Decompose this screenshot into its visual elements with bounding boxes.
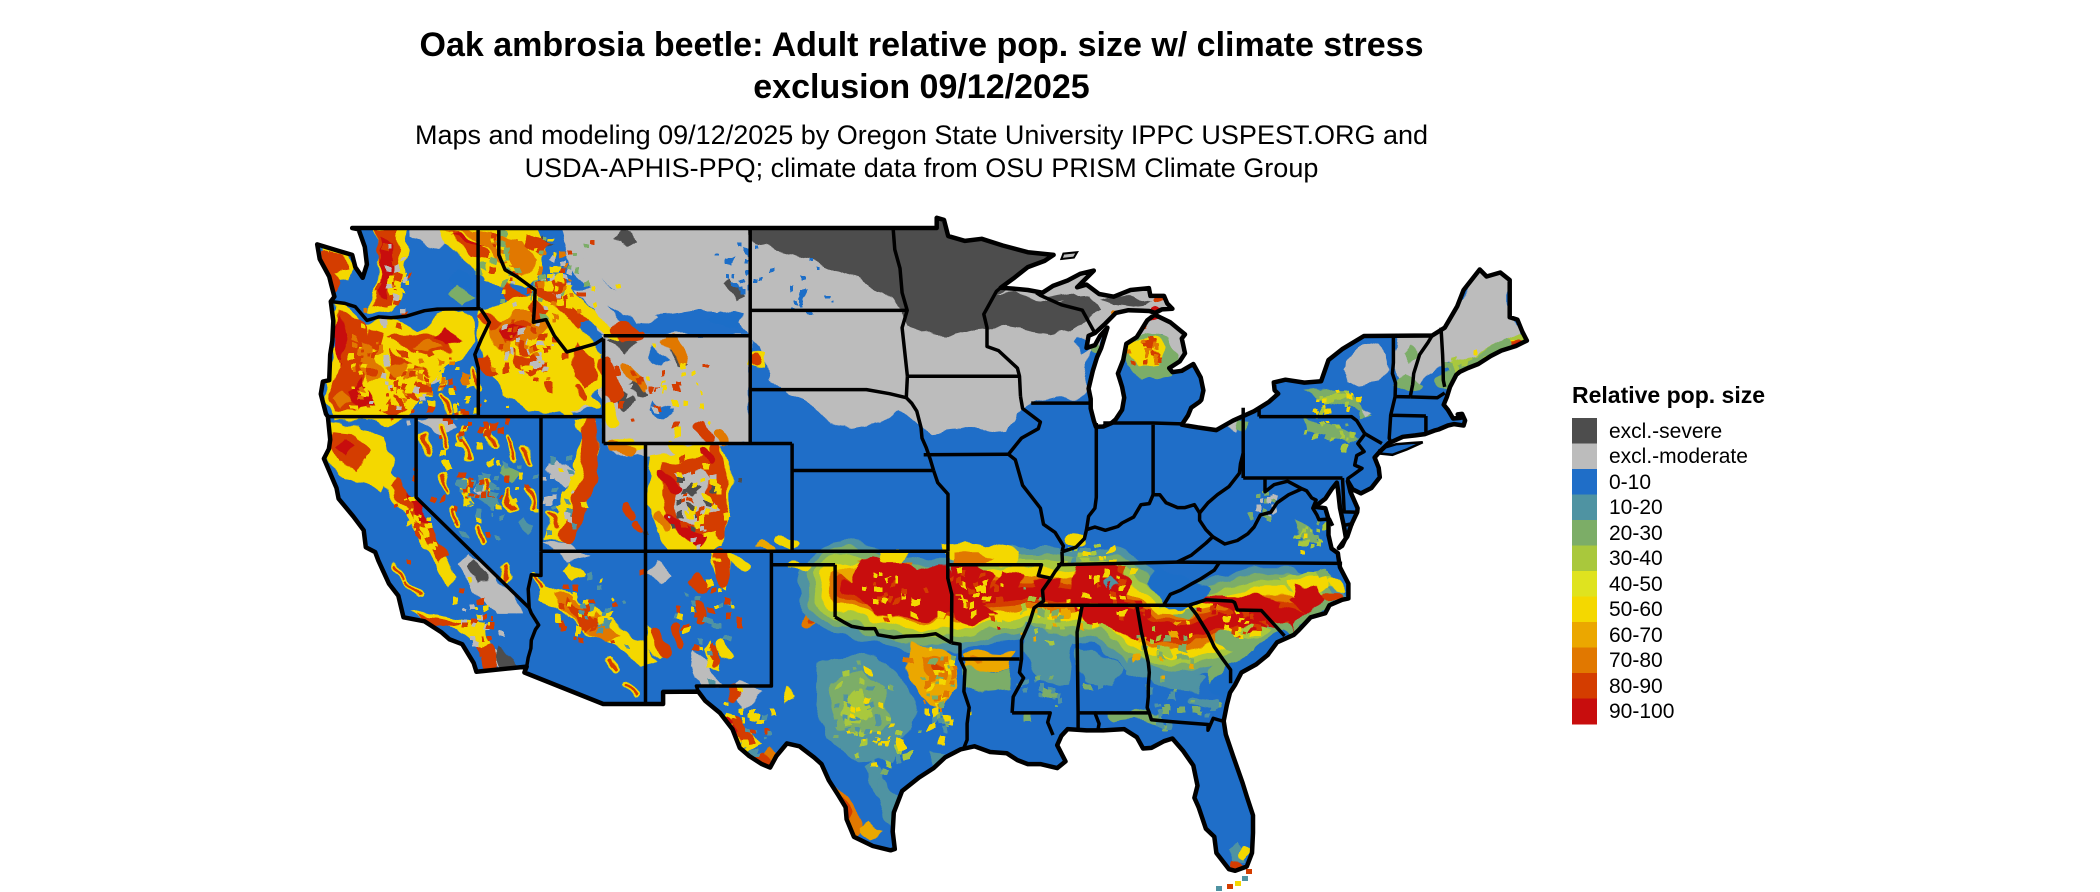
svg-text:60-70: 60-70 — [1609, 624, 1663, 647]
svg-text:0-10: 0-10 — [1609, 471, 1651, 494]
svg-text:excl.-severe: excl.-severe — [1609, 420, 1722, 443]
svg-text:20-30: 20-30 — [1609, 522, 1663, 545]
svg-text:70-80: 70-80 — [1609, 649, 1663, 672]
svg-text:90-100: 90-100 — [1609, 700, 1674, 723]
svg-text:Relative pop. size: Relative pop. size — [1572, 382, 1765, 408]
svg-text:50-60: 50-60 — [1609, 598, 1663, 621]
svg-text:80-90: 80-90 — [1609, 675, 1663, 698]
svg-text:excl.-moderate: excl.-moderate — [1609, 445, 1748, 468]
svg-text:30-40: 30-40 — [1609, 547, 1663, 570]
svg-text:10-20: 10-20 — [1609, 496, 1663, 519]
svg-text:40-50: 40-50 — [1609, 573, 1663, 596]
